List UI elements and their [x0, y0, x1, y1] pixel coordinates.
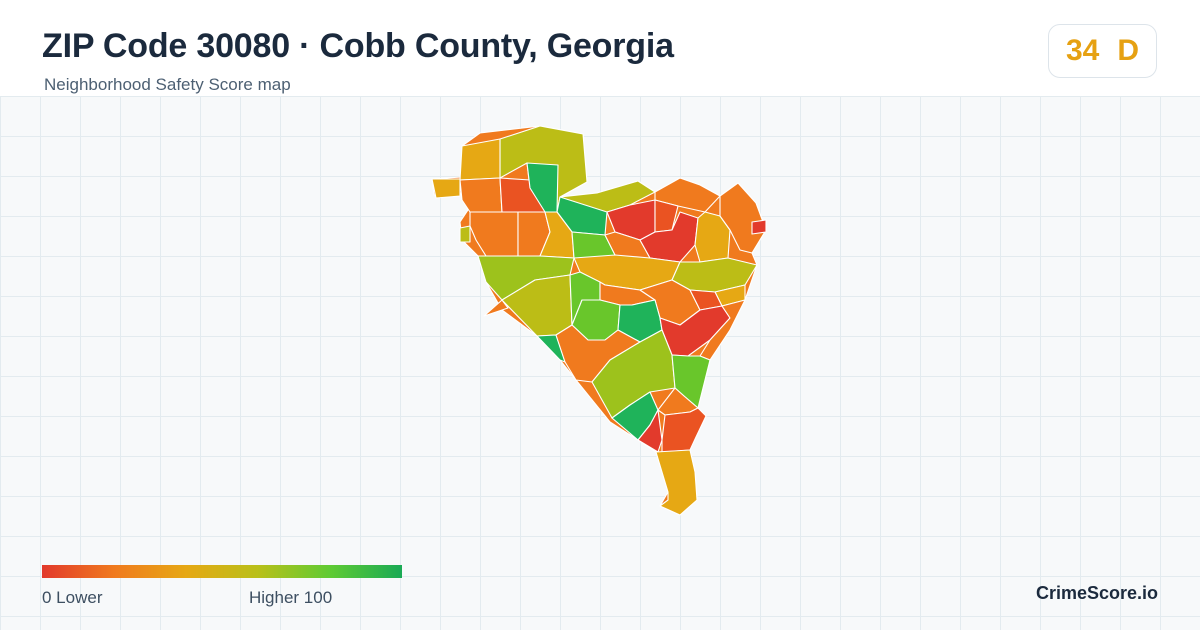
- neighborhood-region[interactable]: [431, 178, 461, 199]
- neighborhood-region[interactable]: [459, 225, 471, 243]
- neighborhood-region[interactable]: [694, 211, 731, 263]
- neighborhood-region[interactable]: [655, 449, 698, 516]
- score-grade: D: [1117, 34, 1140, 67]
- legend-gradient-bar: [42, 565, 402, 578]
- legend-max-label: Higher 100: [249, 588, 333, 607]
- score-value: 34: [1065, 34, 1100, 67]
- brand-logo-text[interactable]: CrimeScore.io: [1035, 583, 1158, 603]
- neighborhood-region[interactable]: [661, 407, 707, 453]
- safety-score-badge: 34 D: [1048, 24, 1157, 78]
- neighborhood-region[interactable]: [751, 219, 767, 235]
- neighborhood-region[interactable]: [459, 177, 503, 213]
- neighborhood-region[interactable]: [483, 299, 509, 317]
- legend-min-label: 0 Lower: [42, 588, 103, 607]
- neighborhood-region[interactable]: [459, 138, 501, 181]
- neighborhood-region[interactable]: [719, 182, 767, 254]
- page-title: ZIP Code 30080 · Cobb County, Georgia: [42, 27, 674, 65]
- neighborhood-region[interactable]: [637, 409, 663, 453]
- page-subtitle: Neighborhood Safety Score map: [44, 75, 291, 94]
- header-band: [0, 0, 1200, 96]
